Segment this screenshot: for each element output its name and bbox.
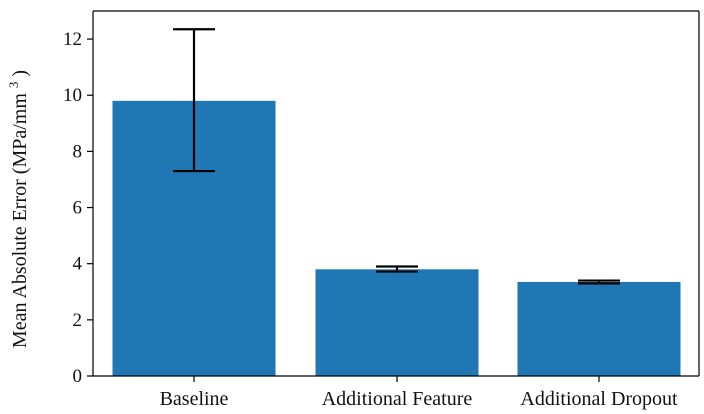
y-axis-title-suffix: )	[9, 70, 31, 77]
bars-layer	[112, 100, 681, 376]
y-axis-title-main: Mean Absolute Error (MPa/mm	[9, 93, 31, 348]
error-bar-0	[173, 28, 215, 173]
y-axis-title: Mean Absolute Error (MPa/mm 3 )	[1, 70, 31, 348]
y-tick-label: 4	[73, 254, 83, 275]
bar-1	[315, 269, 479, 376]
y-tick-label: 8	[73, 141, 83, 162]
error-bars-layer	[173, 28, 620, 285]
svg-text:Mean Absolute Error (MPa/mm: Mean Absolute Error (MPa/mm 3 )	[1, 70, 31, 348]
x-tick-label: Baseline	[160, 388, 229, 410]
x-ticks-layer: Baseline Additional Feature Additional Dro…	[160, 376, 678, 410]
bar-2	[517, 281, 681, 376]
y-tick-label: 0	[73, 366, 83, 387]
x-tick-label: Additional Feature	[322, 388, 473, 410]
error-bar-2	[578, 279, 620, 285]
x-tick-label: Additional Dropout	[520, 388, 678, 410]
y-tick-label: 6	[73, 198, 83, 219]
y-tick-label: 12	[63, 29, 82, 50]
y-tick-label: 10	[63, 85, 82, 106]
y-axis-title-superscript: 3	[6, 82, 21, 89]
y-ticks-layer: 0 2 4 6 8 10 12	[63, 29, 93, 387]
error-bar-1	[376, 265, 418, 273]
y-tick-label: 2	[73, 310, 83, 331]
